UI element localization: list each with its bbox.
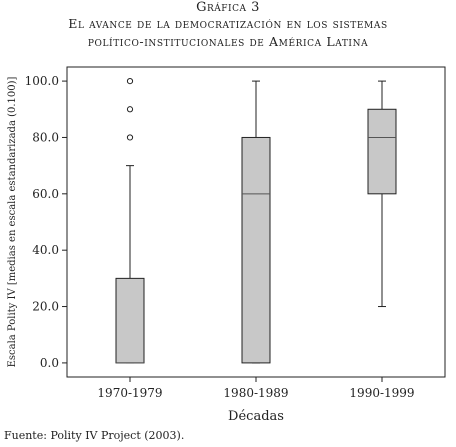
box-1990-1999 <box>367 80 397 308</box>
x-tick-label: 1970-1979 <box>97 386 162 400</box>
outlier-point <box>126 77 134 85</box>
chart-title-line-1: El avance de la democratización en los s… <box>68 16 388 31</box>
box-1970-1979 <box>115 77 145 364</box>
outlier-point <box>126 134 134 141</box>
iqr-box <box>241 136 271 364</box>
x-tick-label: 1980-1989 <box>223 386 288 400</box>
y-tick-label: 20.0 <box>32 300 59 314</box>
y-tick-label: 100.0 <box>25 74 59 88</box>
y-tick-label: 80.0 <box>32 130 59 144</box>
y-tick-label: 60.0 <box>32 187 59 201</box>
chart-title-line-2: político-institucionales de América Lati… <box>87 34 369 49</box>
y-tick-label: 0.0 <box>40 356 59 370</box>
iqr-box <box>367 108 397 195</box>
source-note: Fuente: Polity IV Project (2003). <box>4 429 185 442</box>
x-tick-label: 1990-1999 <box>349 386 414 400</box>
y-tick-label: 40.0 <box>32 243 59 257</box>
outlier-point <box>126 106 134 113</box>
y-axis-label: Escala Polity IV [medias en escala estan… <box>7 76 18 367</box>
x-axis-label: Décadas <box>228 409 284 424</box>
iqr-box <box>115 277 145 364</box>
figure-number: Gráfica 3 <box>196 0 260 15</box>
box-1980-1989 <box>241 80 271 364</box>
